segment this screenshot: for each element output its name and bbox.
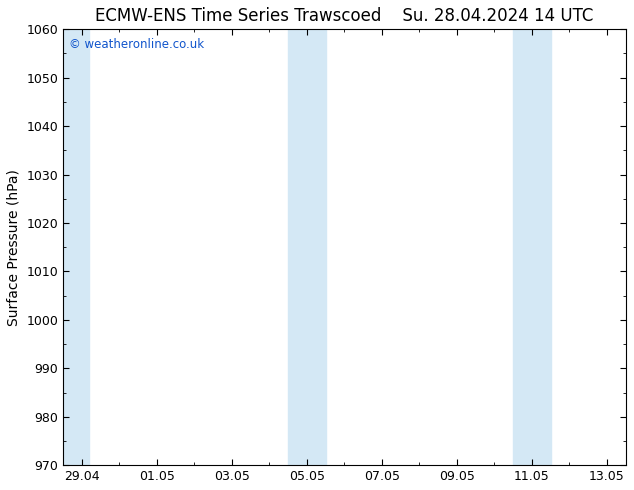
Bar	[513, 29, 550, 465]
Y-axis label: Surface Pressure (hPa): Surface Pressure (hPa)	[7, 169, 21, 326]
Title: ECMW-ENS Time Series Trawscoed    Su. 28.04.2024 14 UTC: ECMW-ENS Time Series Trawscoed Su. 28.04…	[95, 7, 593, 25]
Bar	[288, 29, 326, 465]
Text: © weatheronline.co.uk: © weatheronline.co.uk	[69, 38, 204, 51]
Bar	[63, 29, 89, 465]
